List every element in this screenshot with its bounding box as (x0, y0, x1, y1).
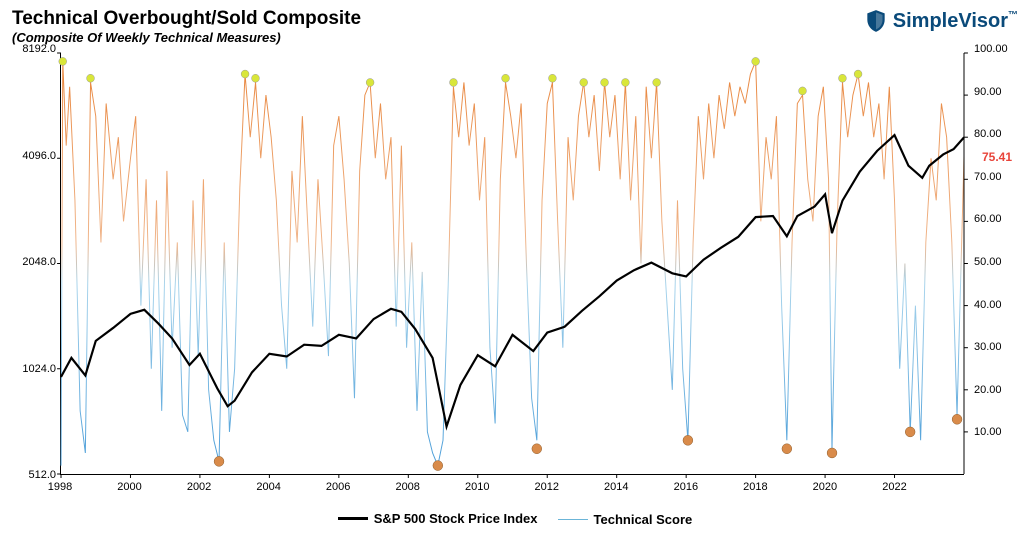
oversold-marker (827, 448, 837, 458)
legend-label: Technical Score (594, 512, 693, 527)
header: Technical Overbought/Sold Composite (Com… (12, 8, 1018, 45)
brand-name: SimpleVisor™ (893, 10, 1018, 33)
y-axis-right: 10.00 20.00 30.00 40.00 50.00 60.00 70.00 80.00… (970, 49, 1018, 475)
overbought-marker (450, 78, 458, 86)
x-tick: 2020 (813, 481, 837, 493)
overbought-marker (502, 74, 510, 82)
overbought-marker (241, 70, 249, 78)
overbought-marker (366, 78, 374, 86)
legend-swatch (558, 519, 588, 521)
y-right-tick: 50.00 (970, 256, 1018, 268)
oversold-marker (952, 414, 962, 424)
overbought-marker (601, 78, 609, 86)
y-right-tick: 90.00 (970, 86, 1018, 98)
x-tick: 2012 (535, 481, 559, 493)
x-tick: 2008 (395, 481, 419, 493)
legend-swatch (338, 517, 368, 520)
oversold-marker (683, 435, 693, 445)
x-tick: 1998 (48, 481, 72, 493)
legend-label: S&P 500 Stock Price Index (374, 511, 538, 526)
y-right-tick: 100.00 (970, 43, 1018, 55)
oversold-marker (433, 461, 443, 471)
end-value-label: 75.41 (982, 150, 1012, 164)
overbought-marker (59, 57, 67, 65)
chart-area: 512.01024.02048.04096.08192.0 10.0020.00… (12, 49, 1018, 499)
y-left-tick: 4096.0 (12, 150, 60, 162)
x-tick: 2000 (117, 481, 141, 493)
y-left-tick: 1024.0 (12, 363, 60, 375)
chart-title: Technical Overbought/Sold Composite (12, 8, 361, 30)
plot-svg (61, 53, 964, 474)
x-tick: 2004 (256, 481, 280, 493)
shield-icon (863, 8, 889, 34)
oversold-marker (214, 456, 224, 466)
x-tick: 2002 (187, 481, 211, 493)
chart-container: Technical Overbought/Sold Composite (Com… (0, 0, 1030, 546)
oversold-marker (782, 444, 792, 454)
y-left-tick: 8192.0 (12, 43, 60, 55)
legend-item: Technical Score (558, 512, 693, 527)
overbought-marker (839, 74, 847, 82)
overbought-marker (87, 74, 95, 82)
y-left-tick: 2048.0 (12, 256, 60, 268)
overbought-marker (621, 78, 629, 86)
overbought-marker (854, 70, 862, 78)
overbought-marker (653, 78, 661, 86)
x-tick: 2018 (743, 481, 767, 493)
y-right-tick: 40.00 (970, 299, 1018, 311)
overbought-marker (799, 87, 807, 95)
title-block: Technical Overbought/Sold Composite (Com… (12, 8, 361, 45)
plot-region (60, 53, 964, 475)
overbought-marker (580, 78, 588, 86)
y-right-tick: 20.00 (970, 384, 1018, 396)
y-right-tick: 70.00 (970, 171, 1018, 183)
y-right-tick: 80.00 (970, 128, 1018, 140)
x-tick: 2010 (465, 481, 489, 493)
y-right-tick: 60.00 (970, 213, 1018, 225)
oversold-marker (905, 427, 915, 437)
legend-item: S&P 500 Stock Price Index (338, 511, 538, 526)
oversold-marker (532, 444, 542, 454)
x-tick: 2014 (604, 481, 628, 493)
y-axis-left: 512.01024.02048.04096.08192.0 (12, 49, 60, 475)
overbought-marker (252, 74, 260, 82)
brand-logo: SimpleVisor™ (863, 8, 1018, 34)
y-right-tick: 30.00 (970, 341, 1018, 353)
y-right-tick: 10.00 (970, 426, 1018, 438)
overbought-marker (752, 57, 760, 65)
legend: S&P 500 Stock Price Index Technical Score (12, 508, 1018, 527)
chart-subtitle: (Composite Of Weekly Technical Measures) (12, 30, 361, 45)
x-tick: 2016 (674, 481, 698, 493)
overbought-marker (549, 74, 557, 82)
x-axis: 1998200020022004200620082010201220142016… (60, 479, 964, 499)
x-tick: 2006 (326, 481, 350, 493)
technical-score-line (61, 61, 964, 465)
y-left-tick: 512.0 (12, 469, 60, 481)
x-tick: 2022 (882, 481, 906, 493)
